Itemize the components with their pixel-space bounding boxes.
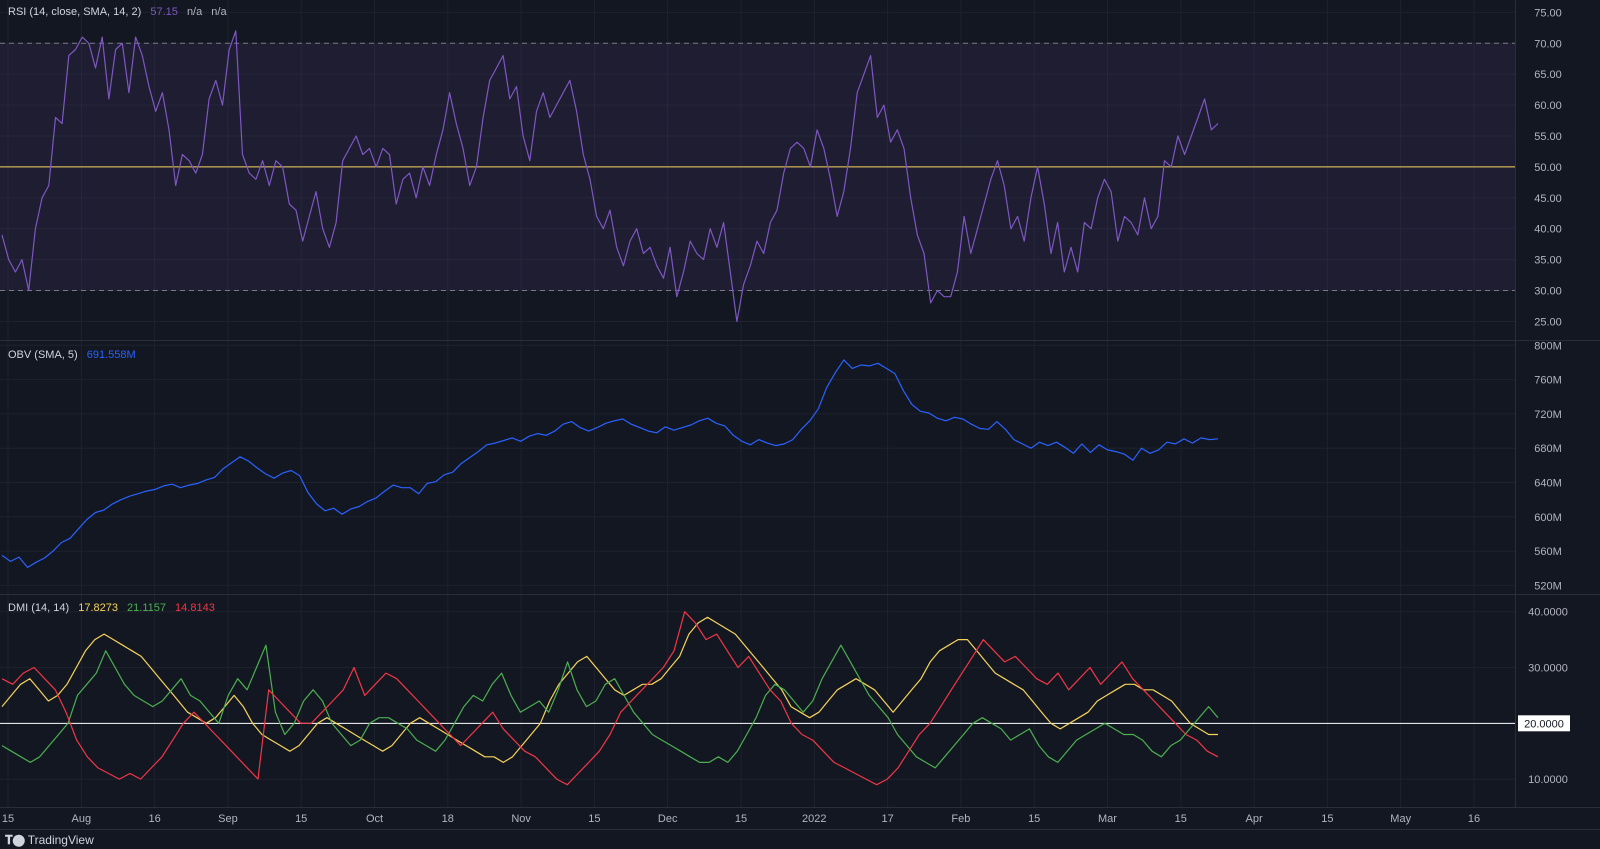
dmi-legend-adx: 17.8273 [78, 602, 118, 614]
chart-canvas[interactable]: 15 Aug 16 Sep 15 Oct 18 Nov 15 Dec 15 2022 17 Feb 15 Ma… [0, 0, 1600, 829]
obv-tick-label: 800M [1534, 340, 1562, 352]
x-tick-label: 15 [295, 813, 307, 825]
dmi-tick-label: 10.0000 [1528, 774, 1568, 786]
chart-background [0, 0, 1600, 829]
x-tick-label: 16 [1468, 813, 1480, 825]
x-tick-label: Aug [72, 813, 92, 825]
dmi-adx-line [1, 616, 1218, 764]
dmi-reference-badge [1518, 715, 1570, 732]
dmi-legend-minus-di: 14.8143 [175, 602, 215, 614]
rsi-tick-label: 35.00 [1534, 255, 1562, 267]
rsi-tick-label: 55.00 [1534, 131, 1562, 143]
dmi-legend-plus-di: 21.1157 [127, 602, 166, 614]
rsi-legend-extra1: n/a [186, 6, 203, 18]
rsi-tick-label: 45.00 [1534, 193, 1562, 205]
dmi-reference-label: 20.0000 [1524, 718, 1564, 730]
obv-tick-label: 680M [1534, 443, 1562, 455]
x-tick-label: 15 [588, 813, 600, 825]
x-tick-label: 17 [881, 813, 893, 825]
x-tick-label: Feb [951, 813, 970, 825]
rsi-tick-label: 40.00 [1534, 224, 1562, 236]
rsi-legend: RSI (14, close, SMA, 14, 2) 57.15 n/a n/… [8, 6, 233, 18]
obv-tick-label: 760M [1534, 375, 1562, 387]
x-tick-label: Mar [1098, 813, 1117, 825]
rsi-tick-label: 75.00 [1534, 7, 1562, 19]
rsi-tick-label: 60.00 [1534, 100, 1562, 112]
x-tick-label: Nov [511, 813, 531, 825]
rsi-tick-label: 65.00 [1534, 69, 1562, 81]
rsi-legend-value: 57.15 [150, 6, 178, 18]
x-tick-label: 15 [2, 813, 14, 825]
dmi-minus-di-line [1, 611, 1219, 786]
obv-tick-label: 600M [1534, 512, 1562, 524]
x-tick-label: 15 [1028, 813, 1040, 825]
x-tick-label: 18 [442, 813, 454, 825]
rsi-tick-label: 30.00 [1534, 286, 1562, 298]
x-tick-label: Apr [1246, 813, 1263, 825]
obv-tick-label: 560M [1534, 546, 1562, 558]
x-tick-label: 15 [735, 813, 747, 825]
dmi-legend-title: DMI (14, 14) [8, 602, 70, 614]
obv-legend-value: 691.558M [86, 349, 136, 361]
x-tick-label: 2022 [802, 813, 826, 825]
x-tick-label: 15 [1321, 813, 1333, 825]
x-tick-label: Sep [218, 813, 238, 825]
dmi-plus-di-line [1, 644, 1219, 769]
rsi-tick-label: 25.00 [1534, 316, 1562, 328]
x-tick-label: 16 [148, 813, 160, 825]
obv-line [1, 359, 1219, 569]
x-tick-label: May [1390, 813, 1411, 825]
rsi-line [1, 30, 1219, 323]
obv-legend: OBV (SMA, 5) 691.558M [8, 349, 142, 361]
rsi-tick-label: 70.00 [1534, 38, 1562, 50]
obv-legend-title: OBV (SMA, 5) [8, 349, 78, 361]
x-tick-label: Oct [366, 813, 383, 825]
dmi-legend: DMI (14, 14) 17.8273 21.1157 14.8143 [8, 602, 221, 614]
footer-bar: 𝐓⬤ TradingView [0, 829, 1600, 849]
tradingview-logo[interactable]: 𝐓⬤ TradingView [5, 833, 94, 848]
obv-tick-label: 640M [1534, 478, 1562, 490]
x-tick-label: Dec [658, 813, 678, 825]
x-tick-label: 15 [1175, 813, 1187, 825]
dmi-tick-label: 30.0000 [1528, 663, 1568, 675]
obv-tick-label: 720M [1534, 409, 1562, 421]
rsi-legend-title: RSI (14, close, SMA, 14, 2) [8, 6, 142, 18]
tradingview-logo-icon: 𝐓⬤ [5, 833, 25, 847]
tradingview-brand: TradingView [27, 833, 94, 847]
obv-tick-label: 520M [1534, 580, 1562, 592]
dmi-tick-label: 40.0000 [1528, 607, 1568, 619]
rsi-tick-label: 50.00 [1534, 162, 1562, 174]
rsi-legend-extra2: n/a [211, 6, 227, 18]
